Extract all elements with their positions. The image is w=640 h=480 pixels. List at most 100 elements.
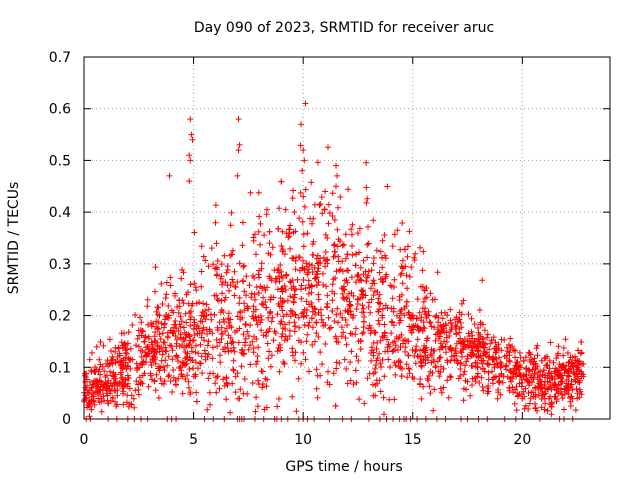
data-point <box>313 255 320 262</box>
data-point <box>231 348 238 355</box>
data-point <box>520 357 527 364</box>
data-point <box>140 328 146 335</box>
data-point <box>343 295 350 302</box>
data-point <box>200 324 207 331</box>
data-point <box>275 395 282 402</box>
data-point <box>406 228 413 235</box>
data-point <box>281 360 288 367</box>
data-point <box>392 371 399 378</box>
data-point <box>303 307 310 313</box>
data-point <box>155 319 162 326</box>
data-point <box>460 371 467 378</box>
data-point <box>280 313 287 320</box>
data-point <box>258 300 265 307</box>
data-point <box>152 329 159 336</box>
data-point <box>258 327 265 334</box>
data-point <box>352 331 359 338</box>
data-point <box>252 408 259 415</box>
data-point <box>182 334 189 341</box>
data-point <box>444 312 451 319</box>
data-point <box>304 230 311 237</box>
data-point <box>138 353 145 360</box>
data-point <box>200 300 207 307</box>
data-point <box>235 147 242 154</box>
data-point <box>446 345 453 352</box>
data-point <box>545 386 552 393</box>
data-point <box>247 342 253 349</box>
data-point <box>152 264 159 271</box>
data-point <box>297 142 304 149</box>
data-point <box>282 206 289 213</box>
data-point <box>260 332 267 339</box>
data-point <box>403 298 410 305</box>
data-point <box>490 380 496 387</box>
y-tick-label: 0.2 <box>49 309 71 325</box>
data-point <box>342 317 349 323</box>
data-point <box>546 375 553 382</box>
data-point <box>317 372 324 379</box>
data-point <box>216 385 223 392</box>
data-point <box>420 298 427 305</box>
data-point <box>292 286 299 292</box>
data-point <box>232 283 238 290</box>
data-point <box>185 331 192 338</box>
data-point <box>274 403 281 410</box>
data-point <box>404 374 411 381</box>
data-point <box>399 264 406 271</box>
data-point <box>276 303 283 309</box>
y-tick-label: 0 <box>62 412 71 428</box>
data-point <box>258 316 265 323</box>
data-point <box>342 231 349 238</box>
data-point <box>466 338 473 345</box>
data-point <box>112 387 119 394</box>
data-point <box>245 346 252 353</box>
data-point <box>298 121 304 128</box>
y-axis-label: SRMTID / TECUs <box>6 182 22 295</box>
data-point <box>315 333 322 340</box>
data-point <box>271 267 278 274</box>
data-point <box>336 360 343 366</box>
data-point <box>471 321 478 328</box>
data-point <box>292 349 299 356</box>
data-point <box>213 389 220 396</box>
data-point <box>331 217 338 223</box>
data-point <box>286 333 293 339</box>
data-point <box>176 321 183 328</box>
data-point <box>186 309 193 316</box>
data-point <box>560 352 567 359</box>
data-point <box>188 131 195 138</box>
data-point <box>484 385 491 391</box>
data-point <box>307 215 314 222</box>
data-point <box>396 319 403 326</box>
data-point <box>314 394 321 401</box>
data-point <box>418 362 425 369</box>
data-point <box>198 330 205 336</box>
data-point <box>578 391 585 398</box>
data-point <box>214 373 221 380</box>
data-point <box>401 312 408 319</box>
data-point <box>354 273 361 280</box>
data-point <box>196 299 203 306</box>
data-point <box>98 408 105 415</box>
data-point <box>381 232 388 238</box>
data-point <box>506 341 512 348</box>
data-point <box>261 232 268 239</box>
data-point <box>117 358 123 365</box>
data-point <box>304 271 311 278</box>
data-point <box>557 372 564 378</box>
data-point <box>353 251 360 258</box>
data-point <box>422 360 429 367</box>
data-point <box>314 159 321 166</box>
data-point <box>339 314 346 321</box>
data-point <box>243 273 250 280</box>
data-point <box>176 297 183 304</box>
data-point <box>283 272 290 279</box>
data-point <box>164 334 171 341</box>
data-point <box>333 338 340 345</box>
data-point <box>344 295 351 301</box>
data-point <box>437 369 444 376</box>
data-point <box>377 388 384 395</box>
data-point <box>448 319 454 326</box>
data-point <box>278 243 285 249</box>
